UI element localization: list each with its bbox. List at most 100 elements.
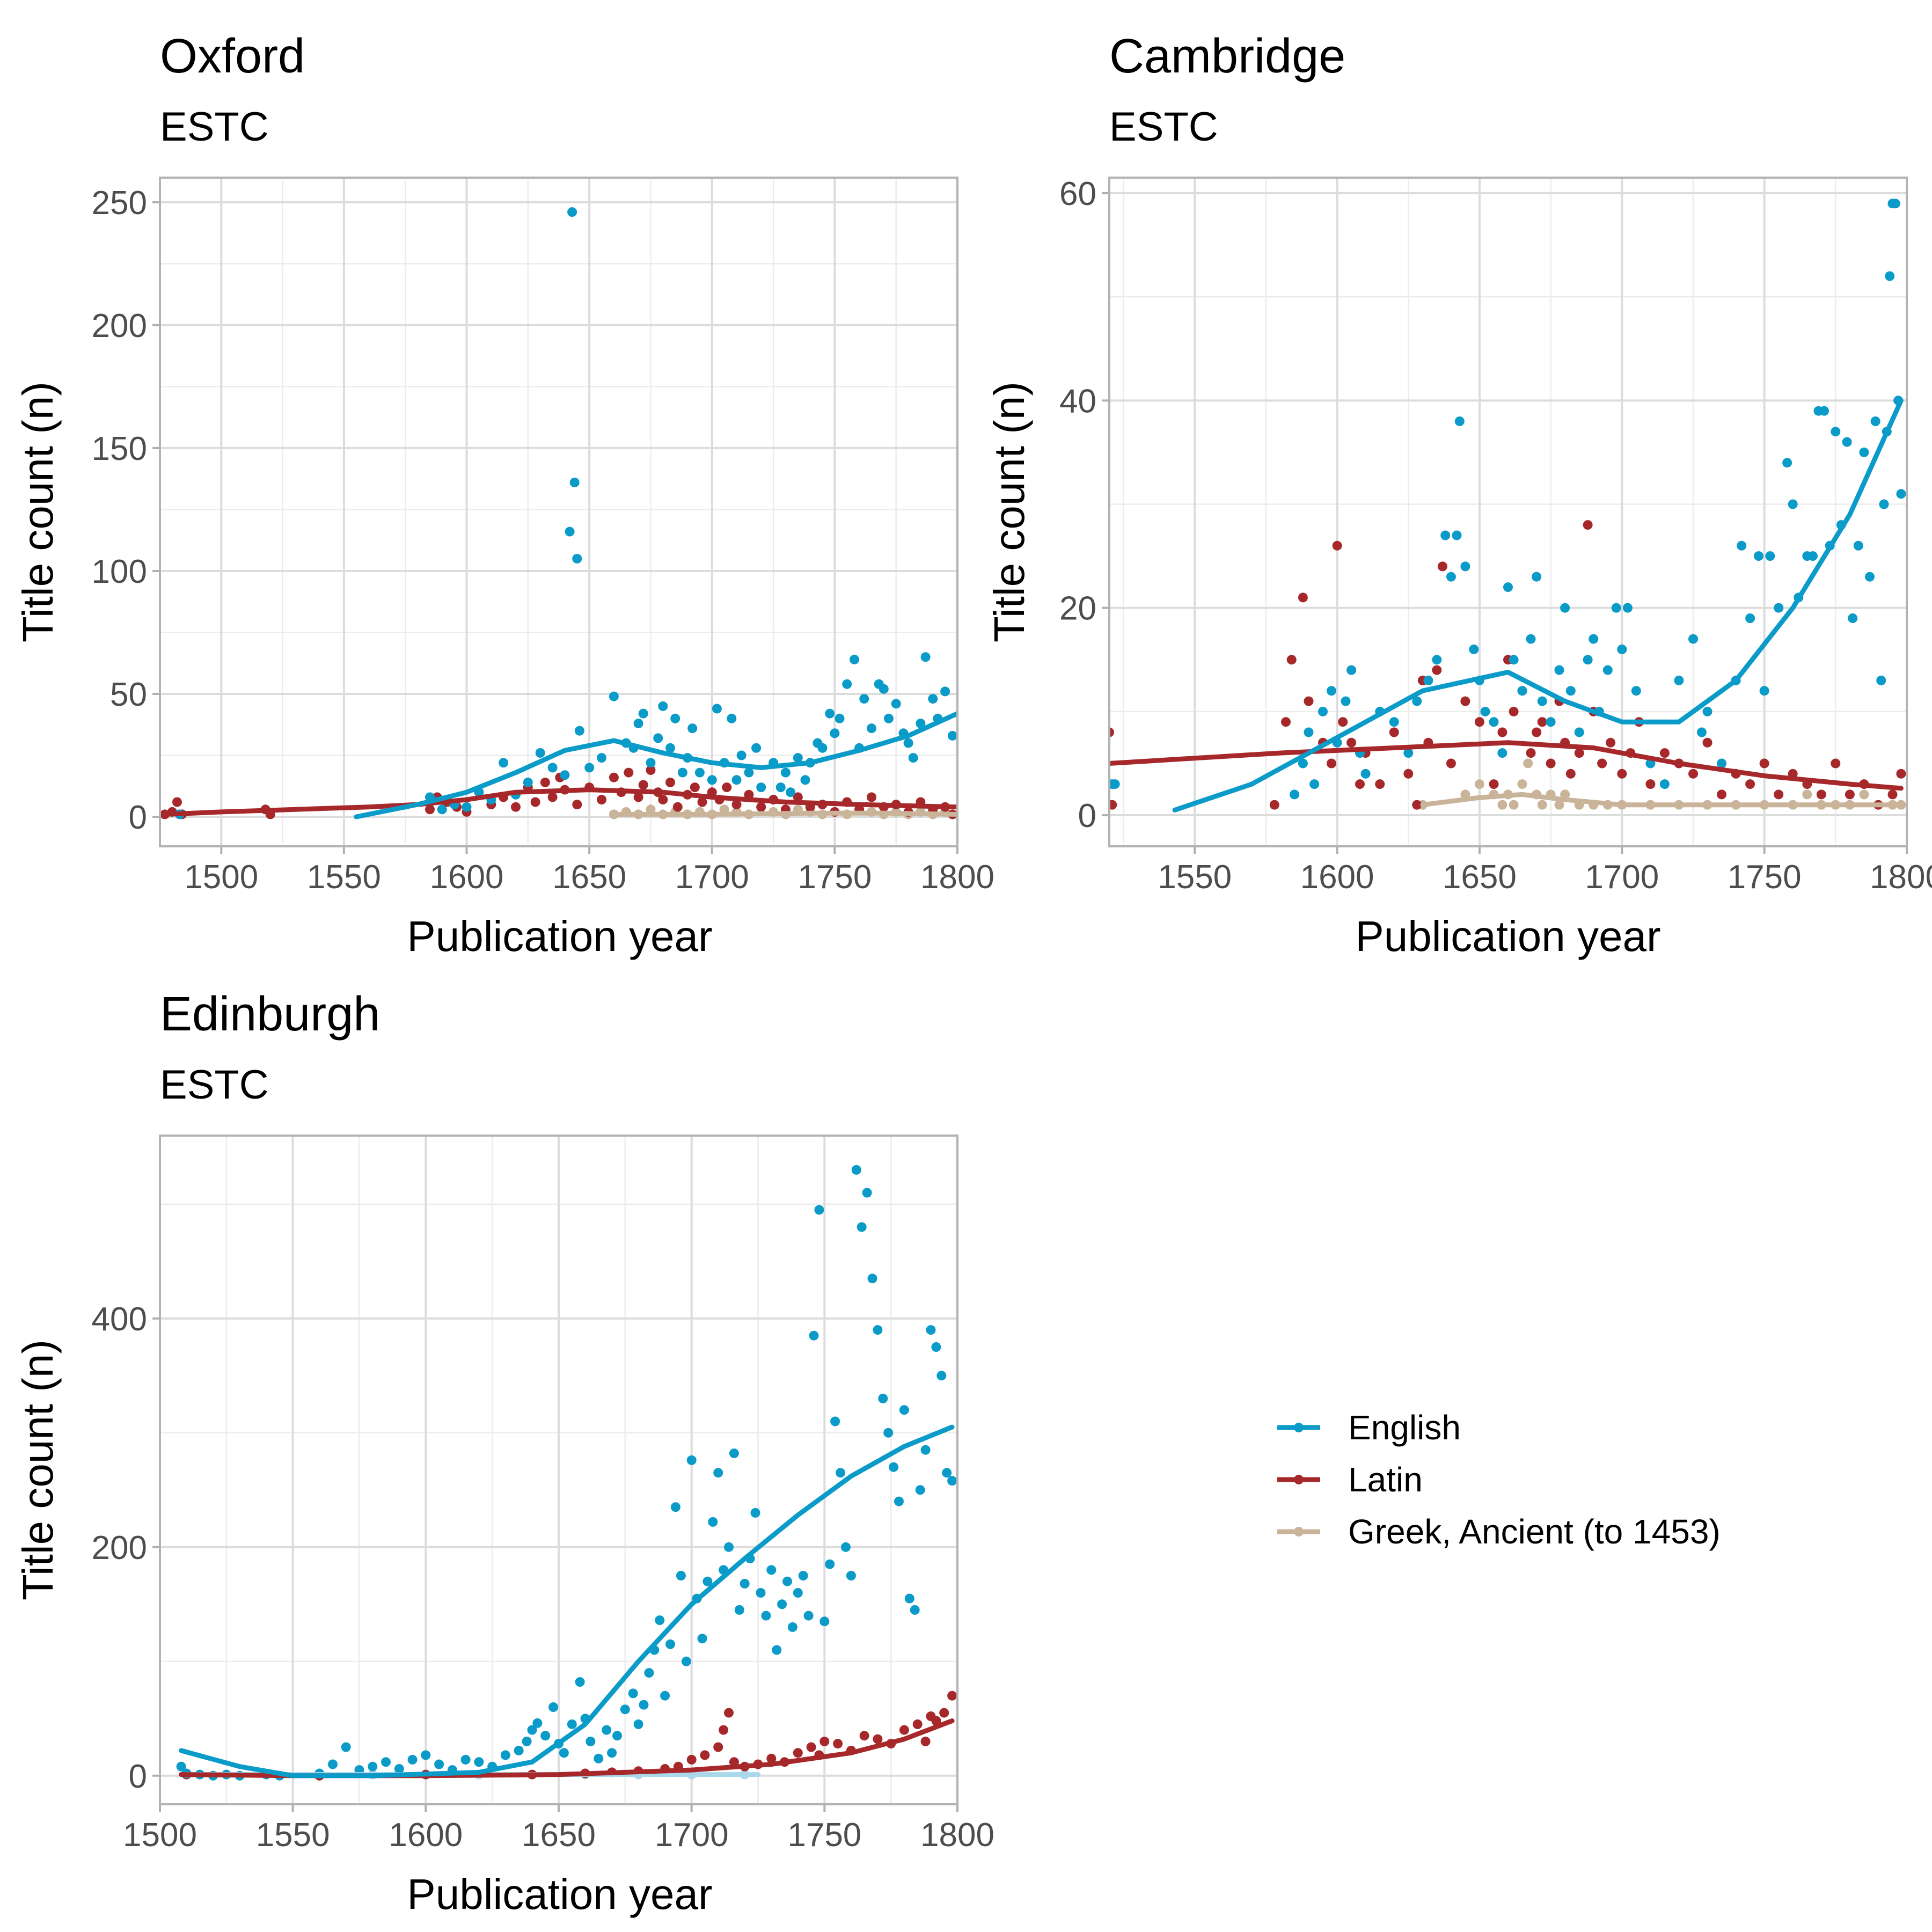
data-point [687,723,698,734]
data-point [1774,603,1784,613]
data-point [597,795,606,804]
data-point [1509,706,1519,716]
data-layer [1109,199,1906,813]
data-point [1788,499,1798,509]
data-point [559,1748,569,1758]
legend-label: Latin [1348,1460,1423,1499]
data-point [670,1502,680,1512]
x-tick-label: 1800 [1870,859,1932,896]
data-point [1890,199,1900,209]
data-point [1865,572,1875,582]
data-point [793,1748,803,1758]
data-point [939,1708,949,1718]
data-point [697,1634,707,1644]
data-point [1688,634,1698,644]
data-point [1702,737,1713,748]
data-point [920,1736,931,1746]
data-point [1765,551,1775,561]
data-point [1602,665,1613,675]
legend-item-latin: Latin [1277,1460,1423,1499]
data-point [1537,800,1547,810]
x-tick-label: 1600 [389,1817,463,1854]
data-point [1437,561,1447,572]
data-point [1110,779,1120,789]
data-point [889,1462,899,1472]
x-tick-label: 1800 [920,859,994,896]
data-point [1859,447,1869,457]
data-point [879,684,889,694]
data-point [750,1507,760,1518]
panel-subtitle: ESTC [160,104,269,150]
data-point [176,1761,186,1772]
x-tick-label: 1500 [184,859,258,896]
panel-title: Cambridge [1109,30,1345,83]
data-point [1269,800,1279,810]
data-point [859,694,869,704]
data-point [819,1736,830,1746]
data-point [931,1342,941,1352]
data-point [665,1639,675,1649]
data-point [724,1708,734,1718]
data-point [736,750,747,760]
data-point [1565,769,1576,779]
y-tick-label: 200 [92,1529,147,1567]
x-tick-label: 1650 [552,859,626,896]
x-tick-label: 1550 [256,1817,330,1854]
data-point [1583,520,1593,530]
data-point [942,1468,952,1478]
data-point [676,1571,686,1580]
data-point [527,1725,537,1735]
data-point [1452,530,1462,540]
legend-key-point [1294,1475,1304,1484]
data-point [867,792,876,802]
panel-title: Edinburgh [160,987,380,1041]
data-point [584,763,595,773]
data-point [1304,696,1314,706]
data-point [1583,655,1593,665]
data-point [873,1734,883,1744]
data-point [1802,789,1812,800]
data-point [731,800,742,810]
data-point [814,1205,824,1215]
y-tick-label: 150 [92,430,147,467]
data-point [713,1468,723,1478]
data-point [817,743,828,753]
x-axis-label: Publication year [1355,912,1660,960]
data-point [708,1517,718,1527]
data-point [1537,696,1547,706]
data-point [830,728,840,738]
data-point [1375,779,1385,789]
data-point [1290,789,1299,800]
data-point [1560,789,1570,800]
data-point [899,1405,909,1415]
data-point [1896,769,1906,779]
data-point [540,777,550,787]
data-point [904,1593,914,1604]
data-point [833,1739,843,1749]
data-point [777,1599,787,1609]
data-point [867,723,876,734]
data-point [1896,489,1906,499]
data-point [1819,406,1829,416]
data-point [381,1757,391,1767]
data-point [830,1416,840,1426]
data-point [653,733,663,743]
data-point [462,802,472,812]
data-point [916,719,926,728]
data-point [1318,706,1328,716]
data-point [862,1188,872,1198]
data-point [644,1668,654,1678]
data-point [903,738,913,748]
panel-cambridge: Cambridge ESTC 1550 1600 1650 1700 1750 1800 0 20… [985,30,1932,960]
data-point [787,1622,797,1632]
data-point [910,1605,920,1615]
x-tick-label: 1750 [797,859,872,896]
data-point [612,1731,622,1741]
data-point [719,1725,729,1735]
y-tick-label: 0 [129,1758,147,1795]
data-point [702,1576,713,1586]
data-point [724,1542,734,1552]
y-tick-label: 60 [1059,175,1096,213]
data-point [460,1754,471,1765]
